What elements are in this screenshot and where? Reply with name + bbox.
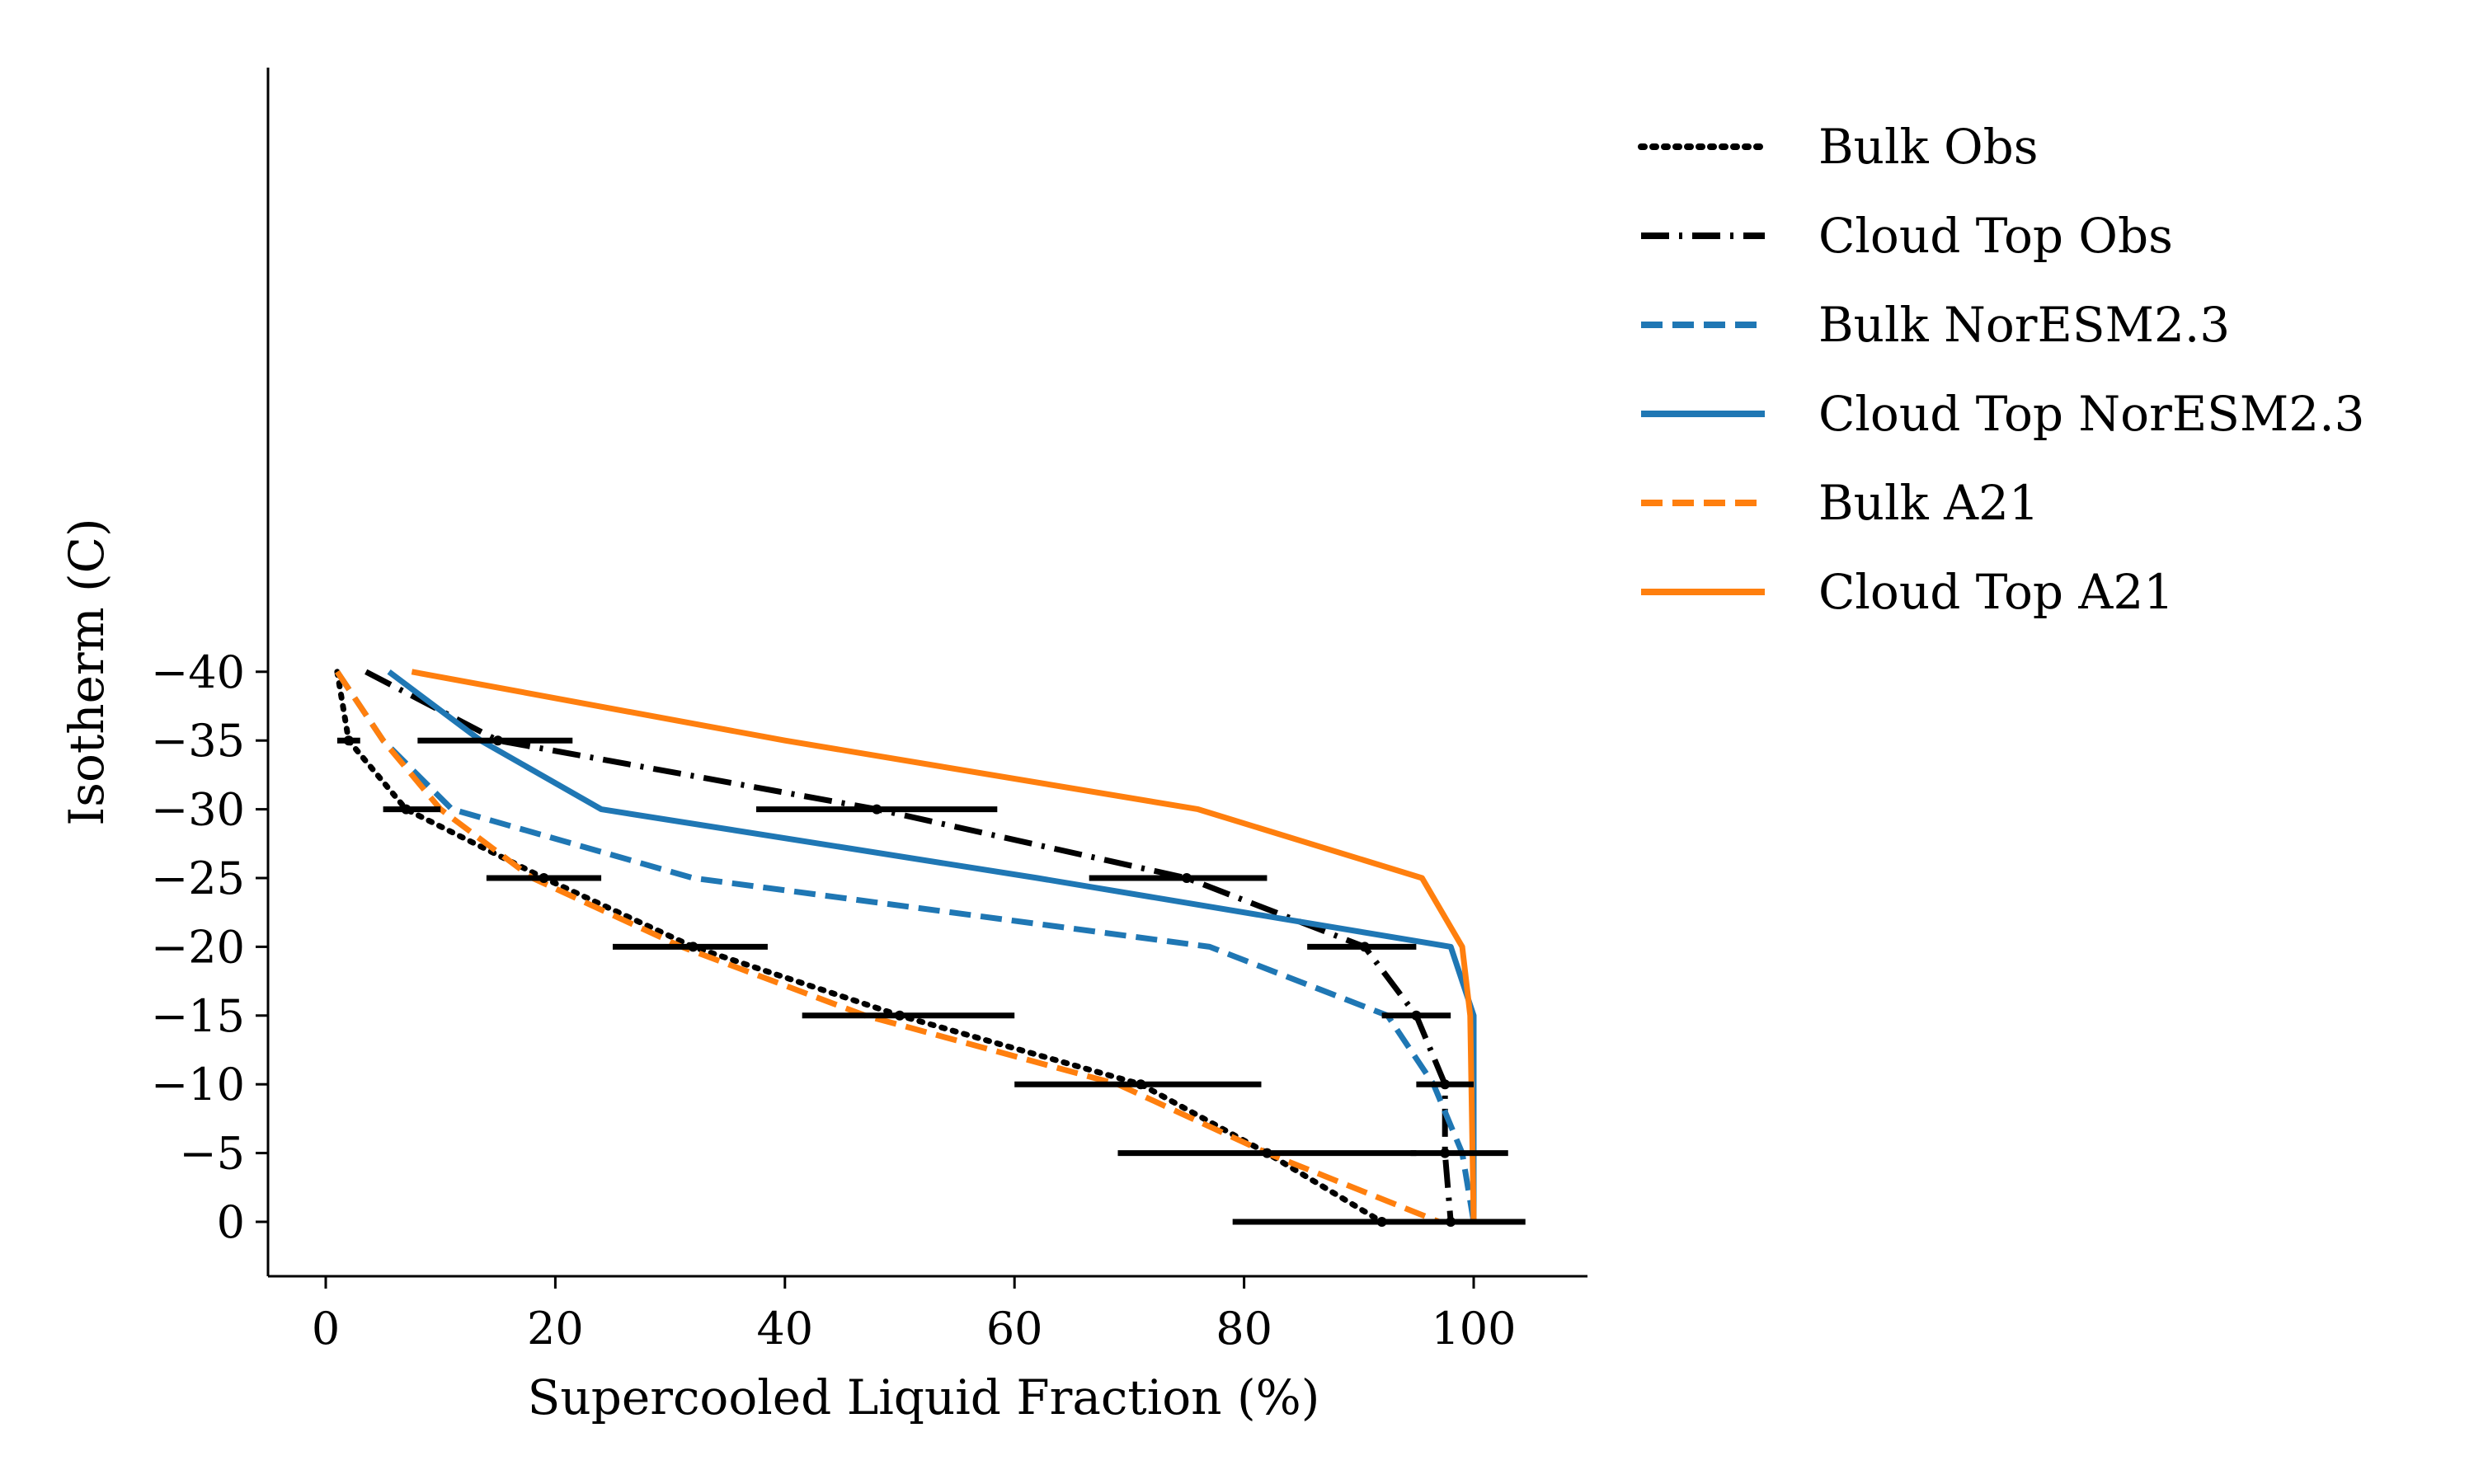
x-tick-label: 80 [1216, 1303, 1272, 1355]
y-tick-label: −15 [151, 990, 245, 1042]
x-tick-label: 100 [1431, 1303, 1516, 1355]
legend-label-bulk-noresm2-3: Bulk NorESM2.3 [1818, 297, 2230, 353]
legend: Bulk Obs Cloud Top Obs Bulk NorESM2.3 Cloud… [1638, 119, 2365, 620]
y-tick-label: −40 [151, 646, 245, 698]
errorbar-point-cloud-top-obs-6 [1440, 1148, 1451, 1158]
x-tick-label: 20 [527, 1303, 584, 1355]
y-tick-label: −10 [151, 1059, 245, 1111]
x-tick-label: 60 [986, 1303, 1043, 1355]
legend-label-cloud-top-noresm2-3: Cloud Top NorESM2.3 [1818, 386, 2365, 442]
y-tick-label: −35 [151, 715, 245, 767]
errorbar-point-bulk-obs-3 [688, 942, 698, 952]
y-axis-label: Isotherm (C) [59, 518, 115, 825]
plot-series [334, 669, 1477, 1225]
x-ticks: 0 20 40 60 80 100 [312, 1276, 1517, 1355]
errorbar-point-cloud-top-obs-4 [1411, 1010, 1422, 1021]
errorbar-point-bulk-obs-5 [1136, 1079, 1146, 1090]
plot-axes [266, 68, 1587, 1278]
series-line-cloud-top-a21 [411, 669, 1477, 1223]
errorbar-point-bulk-obs-1 [401, 804, 412, 815]
x-tick-label: 0 [312, 1303, 340, 1355]
legend-label-cloud-top-obs: Cloud Top Obs [1818, 208, 2173, 264]
plot-errorbars [336, 735, 1526, 1227]
y-tick-label: −5 [179, 1128, 245, 1180]
errorbar-point-bulk-obs-0 [343, 735, 354, 746]
legend-label-cloud-top-a21: Cloud Top A21 [1818, 564, 2174, 620]
y-tick-label: −25 [151, 852, 245, 904]
errorbar-point-bulk-obs-6 [1262, 1148, 1272, 1158]
errorbar-point-bulk-obs-2 [539, 873, 549, 883]
errorbar-point-cloud-top-obs-3 [1359, 942, 1370, 952]
y-tick-label: −30 [151, 784, 245, 836]
errorbar-point-cloud-top-obs-7 [1446, 1217, 1456, 1227]
errorbar-point-cloud-top-obs-2 [1182, 873, 1192, 883]
errorbar-point-cloud-top-obs-5 [1440, 1079, 1451, 1090]
errorbar-point-cloud-top-obs-1 [872, 804, 882, 815]
errorbar-point-cloud-top-obs-0 [492, 735, 503, 746]
y-ticks: −40 −35 −30 −25 −20 −15 −10 −5 0 [151, 646, 268, 1248]
y-tick-label: 0 [217, 1196, 245, 1248]
legend-label-bulk-obs: Bulk Obs [1818, 119, 2039, 175]
errorbar-point-bulk-obs-4 [895, 1010, 905, 1021]
series-line-cloud-top-obs [365, 669, 1454, 1223]
series-line-bulk-noresm2-3 [334, 669, 1477, 1223]
legend-label-bulk-a21: Bulk A21 [1818, 475, 2039, 531]
x-tick-label: 40 [756, 1303, 813, 1355]
y-tick-label: −20 [151, 921, 245, 973]
x-axis-label: Supercooled Liquid Fraction (%) [528, 1369, 1320, 1425]
